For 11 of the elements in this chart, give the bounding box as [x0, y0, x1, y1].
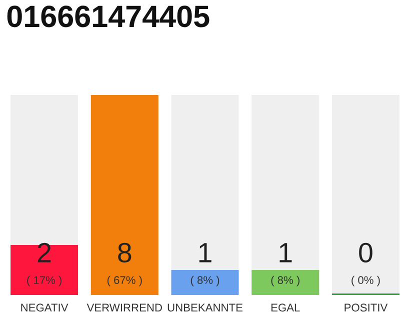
- data-label: 1 ( 8% ): [271, 243, 300, 286]
- x-tick-label: POSITIV: [344, 304, 388, 312]
- data-label: 0 ( 0% ): [352, 242, 380, 286]
- chart-title: 016661474405: [7, 6, 210, 28]
- data-label: 1 ( 8% ): [190, 243, 220, 286]
- data-label: 2 ( 17% ): [27, 242, 62, 286]
- x-tick-label: NEGATIV: [21, 304, 68, 312]
- data-label: 8 ( 67% ): [107, 242, 142, 286]
- x-tick-label: EGAL: [271, 304, 300, 312]
- x-tick-label: VERWIRREND: [86, 304, 162, 312]
- x-tick-label: UNBEKANNTE: [168, 304, 242, 312]
